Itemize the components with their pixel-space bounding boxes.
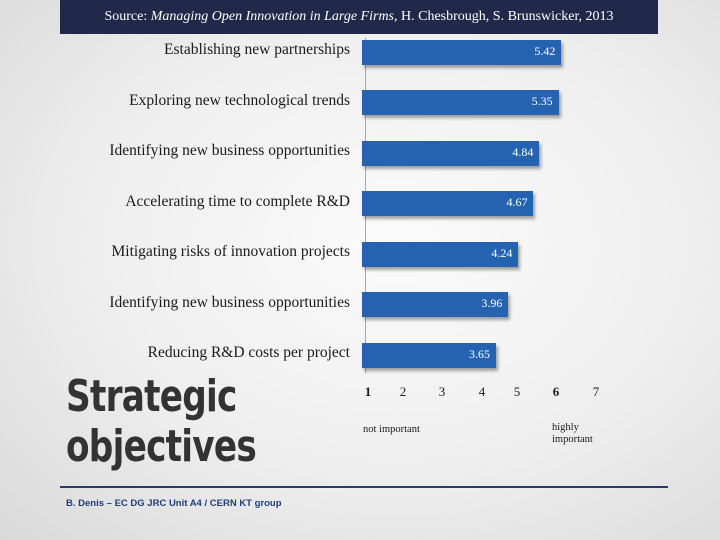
x-tick-label: 3 [438,384,446,399]
x-tick-label: 5 [513,384,521,399]
slide-title-line-1: Strategic [66,371,237,422]
category-label: Reducing R&D costs per project [147,344,350,361]
source-prefix: Source: [104,9,148,24]
source-title: Managing Open Innovation in Large Firms [150,9,395,24]
bar-value-label: 5.42 [534,43,556,58]
category-label: Exploring new technological trends [129,91,350,109]
bar-value-label: 4.67 [506,195,528,209]
category-label: Accelerating time to complete R&D [125,192,350,210]
tick-note-high: highly important [552,422,593,445]
bar-value-label: 4.24 [491,245,513,260]
slide-title-line-2: objectives [66,421,257,472]
source-banner: Source: Managing Open Innovation in Larg… [60,0,658,34]
footer-rule [60,486,668,488]
source-authors: , H. Chesbrough, S. Brunswicker, 2013 [394,9,614,24]
bar: 3.65 [362,342,496,368]
bar: 5.42 [362,39,562,65]
category-label: Identifying new business opportunities [109,142,350,159]
footer-credit: B. Denis – EC DG JRC Unit A4 / CERN KT g… [66,498,282,509]
bar: 4.24 [362,241,519,267]
bar: 5.35 [362,90,559,115]
bar-value-label: 3.65 [469,346,490,361]
tick-note-low: not important [363,424,420,435]
x-tick-label: 4 [478,384,486,399]
category-label: Identifying new business opportunities [109,293,350,311]
bar-value-label: 4.84 [512,144,534,159]
slide-title: Strategic objectives [66,371,257,472]
x-tick-label: 1 [364,384,372,399]
bar-value-label: 5.35 [531,94,553,108]
x-tick-label: 2 [399,384,407,399]
bar: 4.67 [362,191,534,216]
category-label: Establishing new partnerships [164,41,350,58]
category-label: Mitigating risks of innovation projects [111,243,350,260]
x-tick-label: 7 [592,384,600,399]
x-tick-label: 6 [552,384,560,399]
bar: 3.96 [362,292,509,317]
bar: 4.84 [362,140,540,166]
bar-value-label: 3.96 [481,296,503,310]
